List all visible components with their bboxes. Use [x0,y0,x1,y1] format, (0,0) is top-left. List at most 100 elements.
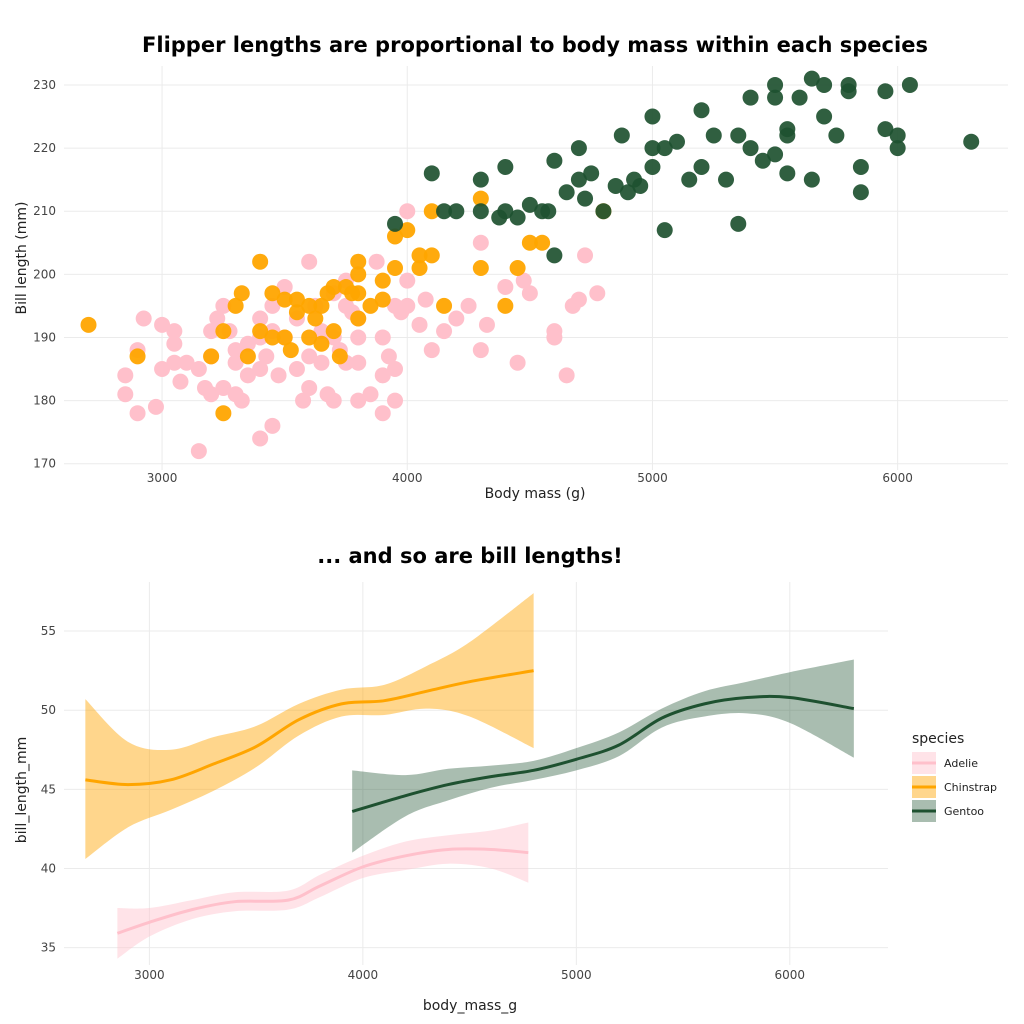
scatter-point [252,253,269,270]
scatter-point [742,89,759,106]
scatter-point [203,348,220,365]
scatter-point [325,278,342,295]
scatter-point [411,247,428,264]
scatter-point [215,297,232,314]
scatter-point [644,140,661,157]
scatter-point [264,285,281,302]
scatter-point [423,165,440,182]
scatter-point [374,329,391,346]
scatter-grid [64,66,1008,470]
scatter-point [570,291,587,308]
scatter-point [313,335,330,352]
scatter-point [166,354,183,371]
scatter-point [423,342,440,359]
smooth-line-chinstrap [85,669,534,787]
scatter-point [742,140,759,157]
scatter-point [295,392,312,409]
scatter-point [190,361,207,377]
scatter-point [387,361,404,377]
scatter-point [509,260,526,276]
scatter-point [472,342,489,359]
scatter-point [754,152,771,169]
scatter-point [583,165,600,182]
scatter-point [570,171,587,188]
scatter-point [252,361,269,377]
scatter-point [80,316,97,333]
legend-item-gentoo: Gentoo [912,800,984,822]
scatter-point [258,348,275,365]
smooth-y-tick-label: 55 [41,624,56,638]
confidence-band-gentoo [352,659,854,853]
scatter-point [534,234,551,251]
scatter-x-tick-label: 6000 [882,471,913,485]
scatter-point [387,228,404,245]
scatter-point [423,247,440,264]
legend-item-adelie: Adelie [912,752,978,774]
scatter-point [632,177,649,194]
scatter-point [613,127,630,144]
scatter-point [577,190,594,207]
scatter-point [656,222,673,239]
scatter-point [607,177,624,194]
scatter-point [380,348,397,365]
scatter-point [301,329,318,346]
scatter-point [705,127,722,144]
smooth-x-tick-label: 4000 [348,968,379,982]
scatter-point [264,417,281,434]
scatter-point [264,297,281,314]
scatter-point [472,171,489,188]
legend-items: Adelie Chinstrap Gentoo [912,752,997,822]
smooth-chart-title: ... and so are bill lengths! [317,544,622,568]
scatter-point [497,203,514,220]
scatter-point [172,373,189,390]
scatter-point [816,108,833,125]
scatter-point [276,329,293,346]
smooth-line-gentoo [351,694,855,813]
scatter-point [276,278,293,295]
scatter-point [301,253,318,270]
scatter-point [852,159,869,175]
scatter-point [399,297,416,314]
scatter-point [595,203,612,220]
legend-title: species [912,731,964,747]
scatter-point [215,379,232,396]
scatter-x-tick-label: 4000 [392,471,423,485]
scatter-y-tick-label: 180 [33,394,56,408]
scatter-point [693,159,710,175]
scatter-point [387,260,404,276]
scatter-point [387,215,404,232]
scatter-point [963,133,980,150]
scatter-point [270,367,287,384]
scatter-point [644,159,661,175]
scatter-point [252,430,269,447]
scatter-point [681,171,698,188]
scatter-point [203,323,220,340]
scatter-point [350,310,367,327]
scatter-point [350,392,367,409]
scatter-point [730,127,747,144]
scatter-point [730,215,747,232]
smooth-x-tick-label: 3000 [134,968,165,982]
scatter-point [147,398,164,415]
scatter-point [521,234,538,251]
scatter-series-gentoo [387,70,980,264]
scatter-point [889,127,906,144]
scatter-point [301,297,318,314]
legend-label: Adelie [944,757,978,770]
scatter-point [288,361,305,377]
smooth-y-axis-label: bill_length_mm [14,737,30,843]
scatter-point [472,260,489,276]
scatter-point [374,272,391,289]
scatter-point [399,203,416,220]
scatter-y-tick-label: 190 [33,330,56,344]
scatter-x-ticks: 3000 4000 5000 6000 [147,471,913,485]
scatter-point [313,354,330,371]
scatter-point [546,152,563,169]
scatter-point [668,133,685,150]
smooth-line-adelie [116,847,529,935]
scatter-point [350,354,367,371]
scatter-point [239,348,256,365]
scatter-y-tick-label: 230 [33,78,56,92]
scatter-point [497,278,514,295]
